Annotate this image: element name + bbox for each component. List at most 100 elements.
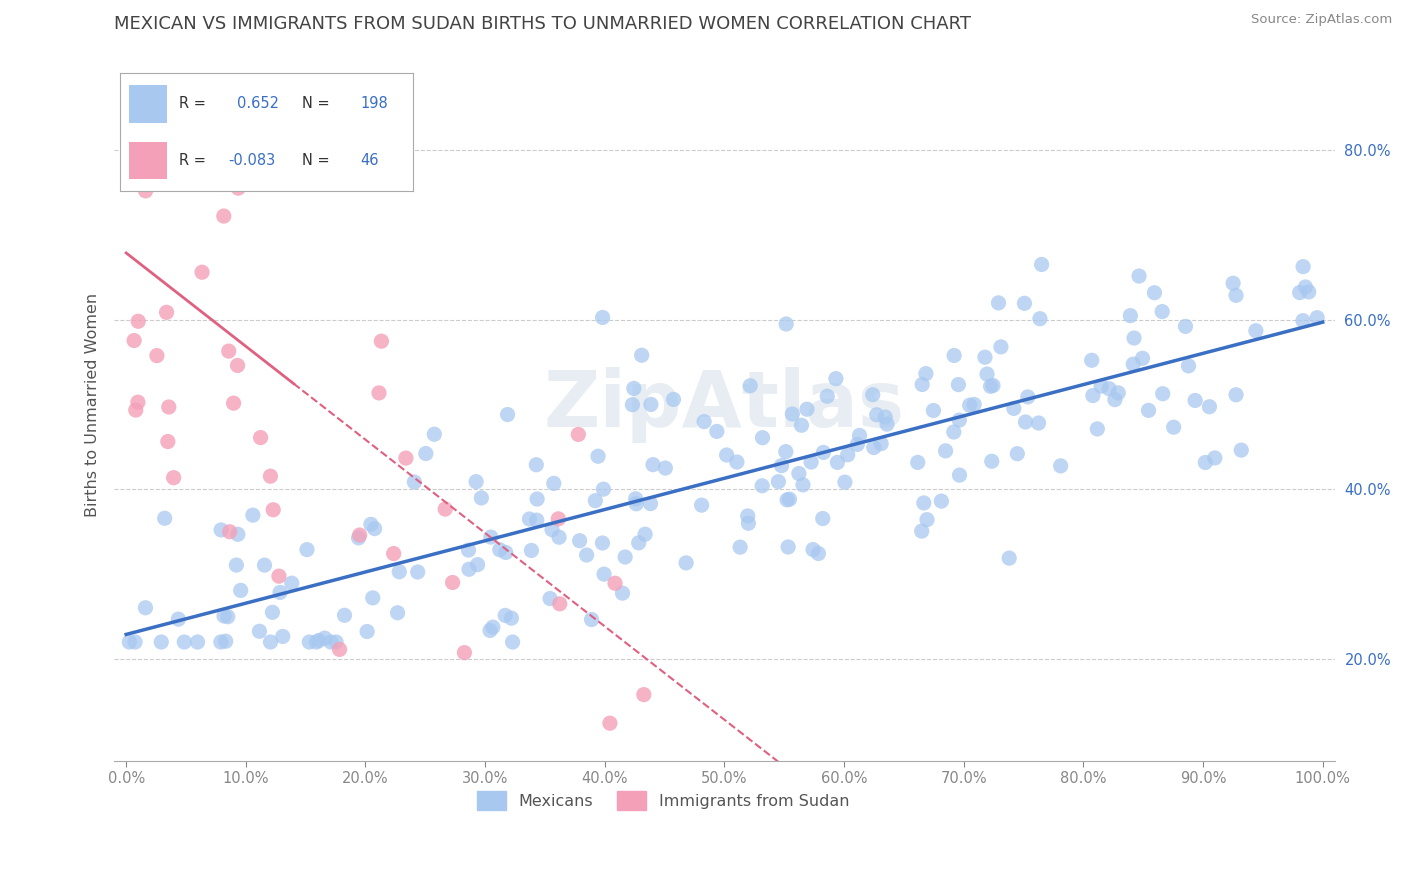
Point <box>229 583 252 598</box>
Point <box>603 576 626 591</box>
Point <box>319 635 342 649</box>
Point <box>308 633 330 648</box>
Point <box>356 624 378 639</box>
Point <box>987 296 1010 310</box>
Point <box>751 431 773 445</box>
Point <box>737 516 759 531</box>
Point <box>621 398 644 412</box>
Point <box>361 591 384 605</box>
Point <box>662 392 685 407</box>
Point <box>837 448 859 462</box>
Point <box>980 379 1002 393</box>
Point <box>862 388 884 402</box>
Point <box>333 608 356 623</box>
Point <box>134 600 156 615</box>
Point <box>271 629 294 643</box>
Point <box>328 642 350 657</box>
Point <box>269 585 291 599</box>
Point <box>1049 458 1071 473</box>
Point <box>212 609 235 624</box>
Point <box>1080 353 1102 368</box>
Point <box>370 334 392 348</box>
Point <box>974 350 997 364</box>
Point <box>627 536 650 550</box>
Point <box>368 385 391 400</box>
Point <box>592 482 614 496</box>
Point <box>218 344 240 359</box>
Point <box>599 716 621 731</box>
Point <box>1081 388 1104 402</box>
Point <box>173 163 195 178</box>
Point <box>875 410 897 425</box>
Point <box>751 479 773 493</box>
Point <box>1017 390 1039 404</box>
Point <box>262 502 284 516</box>
Point <box>1204 450 1226 465</box>
Point <box>1288 285 1310 300</box>
Point <box>1014 415 1036 429</box>
Point <box>1225 388 1247 402</box>
Point <box>737 508 759 523</box>
Point <box>1222 277 1244 291</box>
Point <box>792 478 814 492</box>
Point <box>592 310 614 325</box>
Point <box>225 558 247 573</box>
Point <box>1143 285 1166 300</box>
Point <box>1014 296 1036 310</box>
Point <box>270 145 292 160</box>
Point <box>866 408 889 422</box>
Point <box>807 547 830 561</box>
Point <box>434 502 457 516</box>
Point <box>150 635 173 649</box>
Point <box>1029 311 1052 326</box>
Point <box>156 434 179 449</box>
Point <box>1123 331 1146 345</box>
Point <box>654 461 676 475</box>
Point <box>911 524 934 538</box>
Point <box>1128 268 1150 283</box>
Point <box>612 586 634 600</box>
Point <box>153 511 176 525</box>
Point <box>815 389 838 403</box>
Point <box>236 151 259 165</box>
Point <box>502 635 524 649</box>
Point <box>298 635 321 649</box>
Point <box>770 458 793 473</box>
Point <box>226 181 249 195</box>
Point <box>538 591 561 606</box>
Text: MEXICAN VS IMMIGRANTS FROM SUDAN BIRTHS TO UNMARRIED WOMEN CORRELATION CHART: MEXICAN VS IMMIGRANTS FROM SUDAN BIRTHS … <box>114 15 972 33</box>
Point <box>863 441 886 455</box>
Point <box>1225 288 1247 302</box>
Point <box>740 378 762 392</box>
Point <box>406 565 429 579</box>
Point <box>811 511 834 525</box>
Point <box>1090 379 1112 393</box>
Point <box>314 631 336 645</box>
Point <box>942 425 965 439</box>
Point <box>156 109 179 123</box>
Point <box>325 635 347 649</box>
Point <box>1104 392 1126 407</box>
Point <box>630 348 652 362</box>
Point <box>633 688 655 702</box>
Point <box>415 446 437 460</box>
Point <box>813 445 835 459</box>
Point <box>825 371 848 385</box>
Point <box>1294 280 1316 294</box>
Point <box>1122 357 1144 371</box>
Point <box>800 455 823 469</box>
Point <box>980 454 1002 468</box>
Point <box>1230 443 1253 458</box>
Point <box>281 576 304 591</box>
Point <box>141 135 163 149</box>
Point <box>479 530 502 544</box>
Point <box>209 635 232 649</box>
Point <box>458 562 481 576</box>
Point <box>870 436 893 450</box>
Point <box>423 427 446 442</box>
Point <box>162 471 184 485</box>
Point <box>191 265 214 279</box>
Point <box>395 451 418 466</box>
Point <box>1177 359 1199 373</box>
Point <box>848 428 870 442</box>
